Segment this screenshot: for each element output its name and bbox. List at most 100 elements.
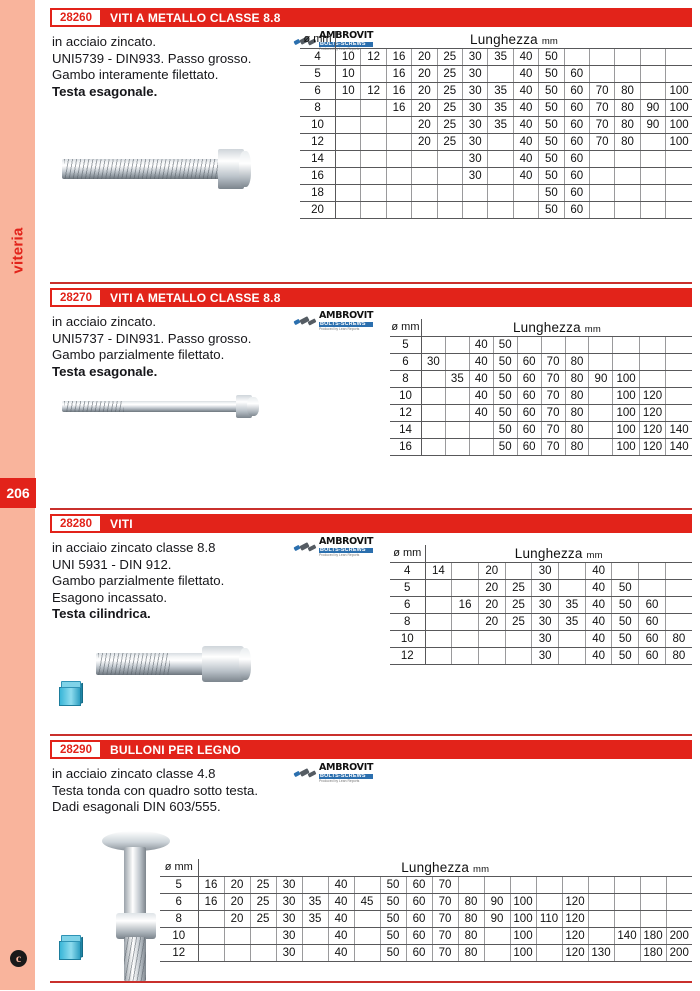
cell-length: 100 bbox=[612, 404, 640, 422]
cell-length: 30 bbox=[276, 944, 303, 962]
cell-length: 25 bbox=[250, 893, 277, 911]
cell-length: 30 bbox=[462, 150, 489, 168]
cell-length: 60 bbox=[638, 647, 666, 665]
cell-diameter: 5 bbox=[160, 876, 199, 894]
col-header-length: Lunghezza mm bbox=[198, 859, 692, 877]
brand-fine-print: Produced by Lean Reports bbox=[319, 552, 360, 557]
cell-length bbox=[487, 133, 514, 151]
cell-length: 80 bbox=[614, 99, 641, 117]
cell-length: 50 bbox=[538, 48, 565, 66]
cell-length: 80 bbox=[614, 82, 641, 100]
cell-length: 80 bbox=[458, 927, 485, 945]
cell-length: 60 bbox=[406, 876, 433, 894]
cell-length: 120 bbox=[639, 438, 667, 456]
cell-length bbox=[421, 404, 446, 422]
cell-length: 35 bbox=[302, 893, 329, 911]
cell-length: 80 bbox=[565, 387, 590, 405]
cell-length bbox=[638, 579, 666, 597]
col-header-diameter: ø mm bbox=[390, 319, 422, 337]
col-header-diameter: ø mm bbox=[390, 545, 426, 563]
cell-length bbox=[421, 387, 446, 405]
cell-length bbox=[665, 596, 692, 614]
cell-length bbox=[640, 133, 667, 151]
cell-length: 20 bbox=[411, 82, 438, 100]
cell-length: 60 bbox=[406, 910, 433, 928]
cell-length: 25 bbox=[505, 579, 533, 597]
table-body: ø mm Lunghezza mm 4 14 20 30 40 5 20 25 30 40 50 6 16 2… bbox=[390, 545, 692, 665]
cell-diameter: 8 bbox=[390, 370, 422, 388]
cell-length bbox=[614, 910, 641, 928]
cell-length: 120 bbox=[562, 944, 589, 962]
product-description: in acciaio zincato. UNI5737 - DIN931. Pa… bbox=[52, 314, 292, 380]
cell-length bbox=[478, 630, 506, 648]
cell-length: 35 bbox=[445, 370, 470, 388]
cell-length bbox=[510, 876, 537, 894]
cell-length: 50 bbox=[493, 353, 518, 371]
desc-line: Dadi esagonali DIN 603/555. bbox=[52, 799, 221, 815]
category-label-text: viteria bbox=[9, 226, 27, 274]
catalog-page: 28260 VITI A METALLO CLASSE 8.8 in accia… bbox=[36, 0, 700, 990]
product-section-28270: 28270 VITI A METALLO CLASSE 8.8 in accia… bbox=[50, 288, 692, 510]
cell-length bbox=[611, 562, 640, 580]
cell-diameter: 12 bbox=[160, 944, 199, 962]
cell-length bbox=[335, 133, 362, 151]
cell-diameter: 5 bbox=[390, 579, 426, 597]
cell-length: 40 bbox=[469, 404, 494, 422]
cell-length: 40 bbox=[513, 116, 540, 134]
cell-length: 30 bbox=[276, 876, 303, 894]
cell-length bbox=[614, 48, 641, 66]
table-row: 5 40 50 bbox=[390, 336, 692, 354]
cell-length: 180 bbox=[640, 927, 667, 945]
cell-length: 50 bbox=[380, 927, 407, 945]
ambrovit-brand-logo: AMBROVIT BOLTS-SCREWS Produced by Lean R… bbox=[293, 311, 373, 331]
cell-length: 30 bbox=[276, 910, 303, 928]
cell-length: 80 bbox=[614, 116, 641, 134]
size-table-28280: ø mm Lunghezza mm 4 14 20 30 40 5 20 25 30 40 50 6 16 2… bbox=[390, 545, 692, 665]
cell-length: 30 bbox=[421, 353, 446, 371]
cell-length: 16 bbox=[386, 48, 413, 66]
table-row: 8 20 25 30 35 40 50 60 70 80 90 100 110 120 bbox=[160, 910, 692, 928]
cell-length: 90 bbox=[588, 370, 614, 388]
cell-length: 120 bbox=[562, 910, 589, 928]
brand-fine-print: Produced by Lean Reports bbox=[319, 778, 360, 783]
cell-length bbox=[588, 893, 615, 911]
desc-line: Esagono incassato. bbox=[52, 589, 168, 605]
cell-length: 16 bbox=[386, 82, 413, 100]
cell-diameter: 12 bbox=[390, 647, 426, 665]
cell-length bbox=[614, 65, 641, 83]
cell-length: 70 bbox=[589, 116, 616, 134]
cell-length bbox=[302, 876, 329, 894]
cell-length: 25 bbox=[250, 876, 277, 894]
cell-length bbox=[588, 387, 614, 405]
table-row: 14 50 60 70 80 100 120 140 bbox=[390, 421, 692, 439]
cell-length: 25 bbox=[437, 65, 464, 83]
brand-subtitle: BOLTS-SCREWS bbox=[319, 773, 374, 779]
cell-length bbox=[640, 150, 667, 168]
cell-diameter: 10 bbox=[160, 927, 199, 945]
cell-length bbox=[666, 910, 692, 928]
publisher-logo-icon: c bbox=[10, 950, 27, 967]
cell-length: 30 bbox=[462, 167, 489, 185]
cell-length bbox=[640, 201, 667, 219]
cell-length: 40 bbox=[513, 48, 540, 66]
cell-length: 50 bbox=[538, 99, 565, 117]
product-code: 28270 bbox=[52, 290, 100, 305]
cell-length: 10 bbox=[335, 48, 362, 66]
desc-line: in acciaio zincato classe 4.8 bbox=[52, 766, 216, 781]
packaging-box-icon bbox=[58, 681, 84, 707]
cell-length: 30 bbox=[462, 82, 489, 100]
cell-diameter: 18 bbox=[300, 184, 337, 202]
section-body: in acciaio zincato. UNI5739 - DIN933. Pa… bbox=[50, 27, 692, 282]
brand-subtitle: BOLTS-SCREWS bbox=[319, 547, 374, 553]
cell-length: 25 bbox=[505, 613, 533, 631]
cell-length bbox=[421, 438, 446, 456]
col-header-length: Lunghezza mm bbox=[425, 545, 692, 563]
product-code: 28290 bbox=[52, 742, 100, 757]
cell-length bbox=[354, 910, 381, 928]
cell-length bbox=[665, 167, 692, 185]
cell-length: 200 bbox=[666, 944, 692, 962]
cell-length: 140 bbox=[614, 927, 641, 945]
cell-length: 50 bbox=[380, 893, 407, 911]
cell-length: 100 bbox=[612, 421, 640, 439]
cell-length bbox=[198, 927, 225, 945]
